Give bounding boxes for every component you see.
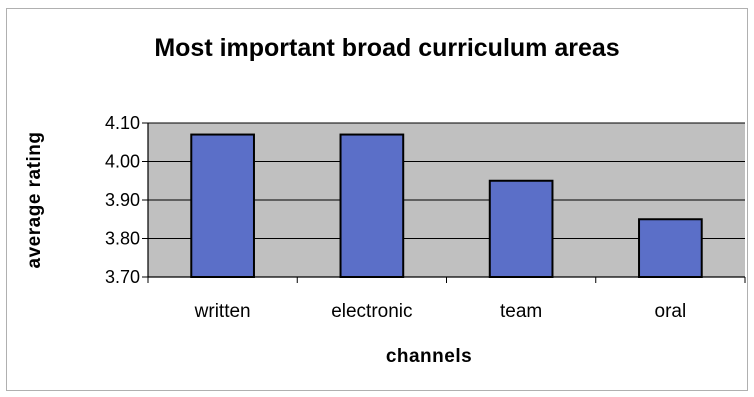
x-category-label: written — [194, 301, 251, 322]
x-category-labels: written electronic team oral — [194, 301, 687, 322]
x-axis-label: channels — [386, 346, 472, 367]
y-tick-label: 3.70 — [105, 267, 140, 287]
bar-team — [488, 179, 554, 278]
axes — [142, 122, 746, 283]
bar-written — [190, 133, 255, 278]
bar-oral — [638, 218, 703, 278]
bar-electronic — [339, 133, 405, 278]
y-tick-label: 4.10 — [105, 113, 140, 133]
x-category-label: electronic — [331, 301, 412, 322]
y-tick-label: 3.80 — [105, 229, 140, 249]
x-category-label: oral — [655, 301, 687, 322]
y-tick-label: 4.00 — [105, 152, 140, 172]
y-tick-labels: 3.70 3.80 3.90 4.00 4.10 — [105, 113, 140, 287]
y-axis-label: average rating — [24, 132, 45, 269]
chart-title: Most important broad curriculum areas — [154, 34, 619, 62]
y-tick-label: 3.90 — [105, 190, 140, 210]
bars — [190, 133, 703, 278]
x-category-label: team — [500, 301, 542, 322]
